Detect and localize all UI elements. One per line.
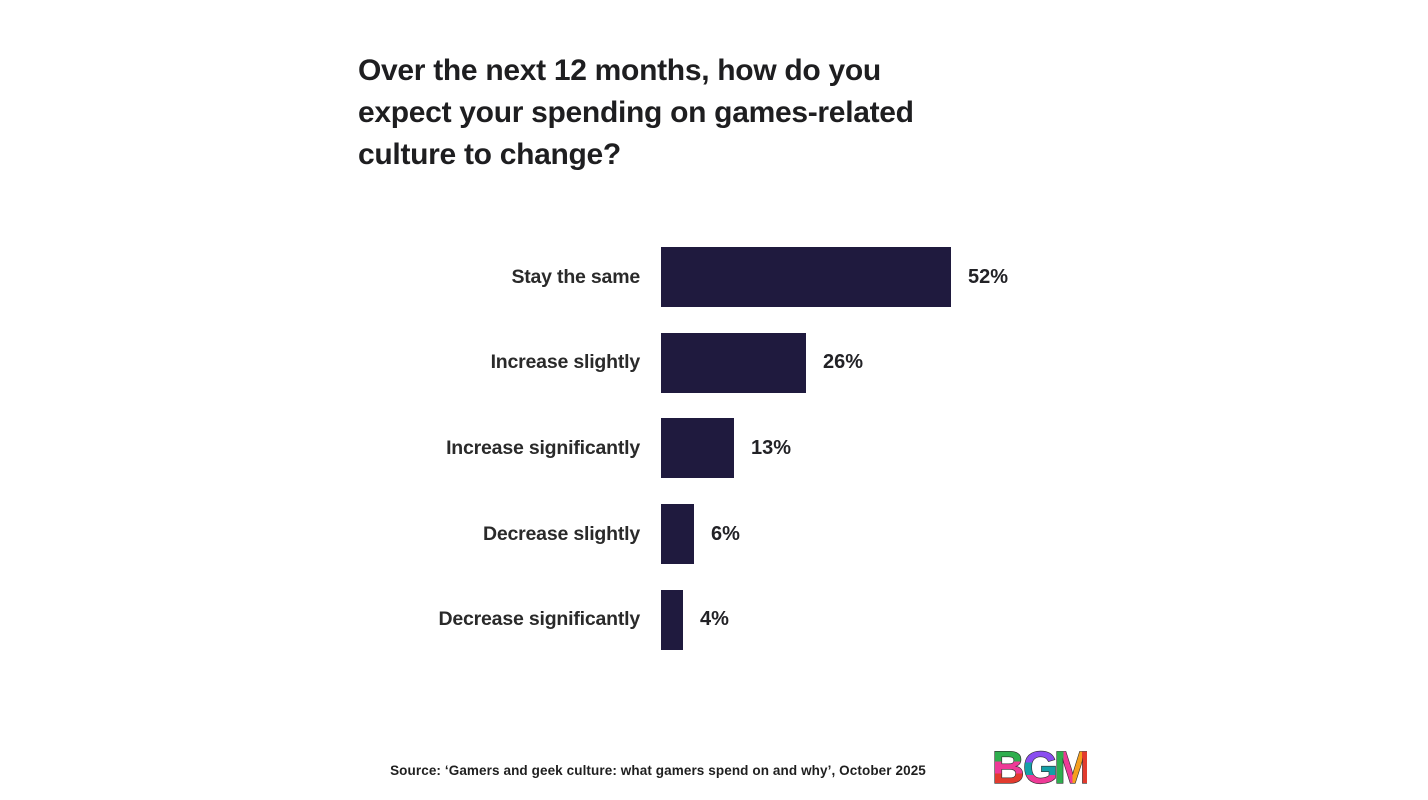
chart-row: Decrease slightly 6% <box>350 504 1008 565</box>
logo-letter-g: G <box>1023 742 1058 791</box>
bar-category-label: Decrease slightly <box>482 522 640 545</box>
chart-title-line-1: Over the next 12 months, how do you <box>358 54 881 87</box>
chart-row: Increase significantly 13% <box>350 418 1008 479</box>
bar <box>661 504 694 565</box>
bar-value-label: 6% <box>711 522 740 545</box>
bar <box>661 332 806 393</box>
chart-row: Decrease significantly 4% <box>350 589 1008 650</box>
bgm-logo: B G M <box>991 741 1087 791</box>
bar-category-label: Stay the same <box>511 265 640 288</box>
bar <box>661 418 734 479</box>
source-attribution: Source: ‘Gamers and geek culture: what g… <box>390 763 926 778</box>
chart-row: Stay the same 52% <box>350 247 1008 307</box>
bar-value-label: 4% <box>700 608 729 631</box>
chart-title: Over the next 12 months, how do you expe… <box>358 50 914 176</box>
bar-value-label: 26% <box>823 351 864 374</box>
chart-row: Increase slightly 26% <box>350 332 1008 393</box>
chart-title-line-3: culture to change? <box>358 138 621 171</box>
bar-category-label: Increase slightly <box>490 351 641 374</box>
bar-category-label: Decrease significantly <box>438 608 640 631</box>
chart-rows: Stay the same 52% Increase slightly 26% … <box>350 247 1008 650</box>
logo-letter-m: M <box>1054 742 1087 791</box>
bar-value-label: 52% <box>968 265 1009 288</box>
bar-category-label: Increase significantly <box>446 436 640 459</box>
bar-value-label: 13% <box>751 436 792 459</box>
chart-title-line-2: expect your spending on games-related <box>358 96 914 129</box>
bar <box>661 589 683 650</box>
logo-letter-b: B <box>992 742 1025 791</box>
bar <box>661 247 951 307</box>
